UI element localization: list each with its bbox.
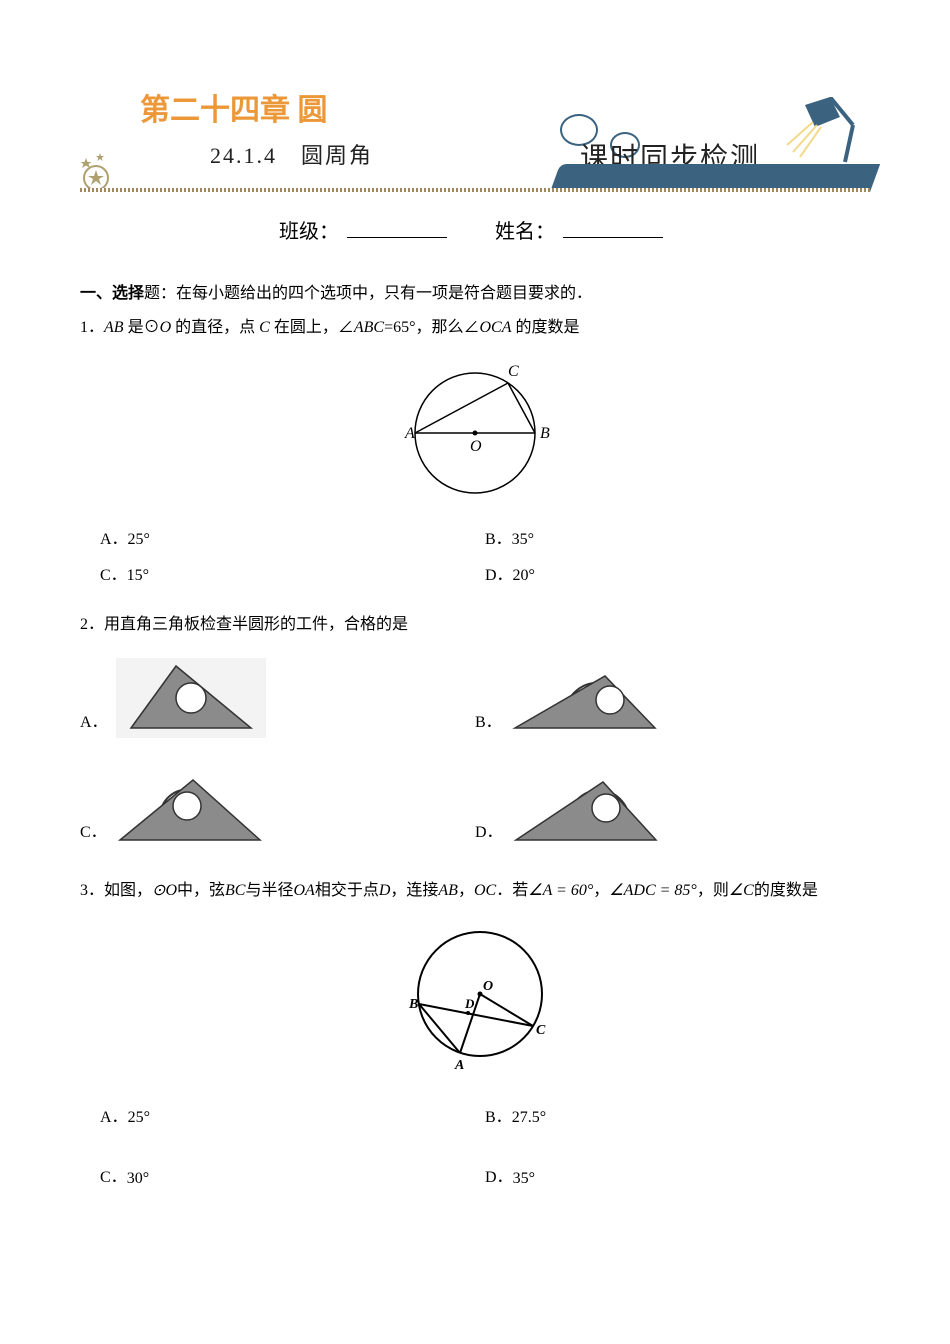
svg-text:C: C: [536, 1023, 546, 1038]
q3-opt-c: C．30°: [100, 1163, 485, 1194]
q3-c4: D: [379, 876, 391, 906]
q3-opt-d: D．35°: [485, 1163, 870, 1194]
svg-text:B: B: [408, 997, 418, 1012]
q1-figure: A B C O: [80, 353, 870, 514]
q3-A-l: A．: [100, 1109, 128, 1126]
q1-t9: 的度数是: [512, 319, 580, 336]
q3-t1: 中，弦: [177, 882, 225, 899]
q3-c8: ∠ADC = 85°: [609, 876, 697, 906]
q3-stem: 3．如图，⊙O中，弦BC与半径OA相交于点D，连接AB，OC．若∠A = 60°…: [80, 876, 870, 907]
q3-opt-a: A．25°: [100, 1103, 485, 1134]
q2-opt-d-label: D．: [475, 818, 503, 848]
q2-opt-d: D．: [475, 768, 870, 848]
q3-D-l: D．: [485, 1169, 513, 1186]
q2-opt-b: B．: [475, 658, 870, 738]
q3-t7: ，: [593, 882, 609, 899]
q3-B-v: 27.5°: [512, 1103, 546, 1133]
q2-opt-c-label: C．: [80, 818, 107, 848]
question-1: 1．AB 是⊙O 的直径，点 C 在圆上，∠ABC=65°，那么∠OCA 的度数…: [80, 313, 870, 592]
section-1-heading: 一、选择题：在每小题给出的四个选项中，只有一项是符合题目要求的．: [80, 279, 870, 303]
svg-text:A: A: [404, 425, 415, 442]
page-banner: 第二十四章 圆 24.1.4 圆周角: [80, 80, 870, 200]
q3-c1: ⊙O: [152, 876, 177, 906]
q2-opt-a-label: A．: [80, 708, 108, 738]
q2-opt-b-label: B．: [475, 708, 502, 738]
q1-t5: 在圆上，∠: [270, 319, 354, 336]
section-title: 24.1.4 圆周角: [210, 138, 373, 170]
q3-t5: ，: [458, 882, 474, 899]
q3-C-v: 30°: [127, 1164, 149, 1194]
q3-D-v: 35°: [513, 1164, 535, 1194]
svg-text:O: O: [470, 438, 482, 455]
q3-t3: 相交于点: [315, 882, 379, 899]
q1-opt-b: B．35°: [485, 525, 870, 555]
q3-options: A．25° B．27.5° C．30° D．35°: [100, 1103, 870, 1194]
q2-options: A． B． C．: [80, 658, 870, 848]
q1-t4: C: [259, 319, 270, 336]
q3-t9: 的度数是: [754, 882, 818, 899]
q1-t3: 的直径，点: [171, 319, 259, 336]
q1-opt-c: C．15°: [100, 561, 485, 591]
svg-text:C: C: [508, 363, 519, 380]
q1-num: 1．: [80, 319, 104, 336]
section-1-heading-bold: 一、选择: [80, 285, 144, 302]
q1-opt-a: A．25°: [100, 525, 485, 555]
q2-opt-c-icon: [115, 768, 265, 848]
q3-c5: AB: [438, 876, 458, 906]
q2-opt-a: A．: [80, 658, 475, 738]
question-3: 3．如图，⊙O中，弦BC与半径OA相交于点D，连接AB，OC．若∠A = 60°…: [80, 876, 870, 1194]
q2-opt-d-icon: [511, 768, 661, 848]
class-name-line: 班级： 姓名：: [80, 215, 870, 244]
q3-t6: ．若: [496, 882, 528, 899]
q3-c7: ∠A = 60°: [528, 876, 593, 906]
question-2: 2．用直角三角板检查半圆形的工件，合格的是 A． B．: [80, 610, 870, 848]
q1-t8: OCA: [480, 319, 512, 336]
banner-decor-icon: 课时同步检测: [550, 92, 870, 192]
name-blank: [563, 219, 663, 238]
q3-c6: OC: [474, 876, 496, 906]
q2-opt-b-icon: [510, 658, 660, 738]
q2-num: 2．: [80, 616, 104, 633]
q3-B-l: B．: [485, 1109, 512, 1126]
chapter-title: 第二十四章 圆: [140, 85, 328, 129]
q3-c2: BC: [225, 876, 245, 906]
q3-t-pre: 如图，: [104, 882, 152, 899]
q3-opt-b: B．27.5°: [485, 1103, 870, 1134]
banner-underline: [80, 188, 870, 192]
q3-c9: ∠C: [729, 876, 754, 906]
class-blank: [347, 219, 447, 238]
name-label: 姓名：: [495, 221, 555, 243]
section-1-heading-rest: 题：在每小题给出的四个选项中，只有一项是符合题目要求的．: [144, 285, 592, 302]
q3-C-l: C．: [100, 1169, 127, 1186]
q1-t0: AB: [104, 319, 124, 336]
q1-stem: 1．AB 是⊙O 的直径，点 C 在圆上，∠ABC=65°，那么∠OCA 的度数…: [80, 313, 870, 343]
star-badge-icon: [80, 150, 122, 192]
q3-figure: O B A C D: [80, 916, 870, 1092]
q1-t2: O: [160, 319, 172, 336]
svg-text:B: B: [540, 425, 550, 442]
svg-text:O: O: [483, 979, 493, 994]
q3-num: 3．: [80, 882, 104, 899]
q1-options: A．25° B．35° C．15° D．20°: [100, 525, 870, 592]
q1-t1: 是⊙: [124, 319, 160, 336]
q1-t6: ABC: [354, 319, 384, 336]
svg-text:D: D: [464, 996, 475, 1011]
svg-text:A: A: [454, 1058, 464, 1073]
q3-t2: 与半径: [245, 882, 293, 899]
q3-A-v: 25°: [128, 1103, 150, 1133]
class-label: 班级：: [279, 221, 339, 243]
q3-t8: ，则: [697, 882, 729, 899]
q2-opt-a-icon: [116, 658, 266, 738]
q3-t4: ，连接: [390, 882, 438, 899]
q1-opt-d: D．20°: [485, 561, 870, 591]
q2-stem: 2．用直角三角板检查半圆形的工件，合格的是: [80, 610, 870, 640]
q2-opt-c: C．: [80, 768, 475, 848]
q3-c3: OA: [293, 876, 314, 906]
q1-t7: =65°，那么∠: [384, 319, 479, 336]
q2-text: 用直角三角板检查半圆形的工件，合格的是: [104, 616, 408, 633]
